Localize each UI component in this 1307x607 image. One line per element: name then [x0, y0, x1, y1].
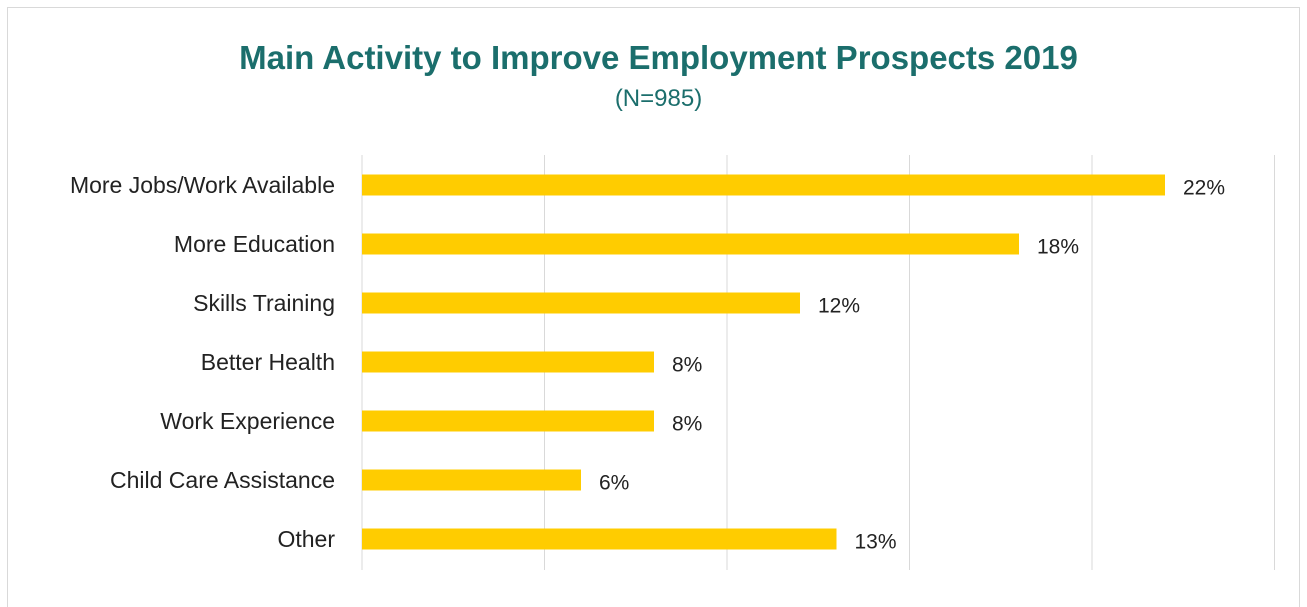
value-labels: 22% 18% 12% 8% 8% 6% 13% [599, 177, 1225, 554]
data-label: 22% [1183, 177, 1225, 200]
category-label: Child Care Assistance [110, 467, 335, 493]
category-label: More Jobs/Work Available [70, 172, 335, 198]
category-label: Skills Training [193, 290, 335, 316]
bar [362, 528, 837, 550]
category-label: Better Health [201, 349, 335, 375]
category-label: More Education [174, 231, 335, 257]
category-labels: More Jobs/Work Available More Education Sk… [70, 172, 335, 552]
chart-subtitle: (N=985) [614, 85, 703, 112]
category-label: Other [277, 526, 335, 552]
category-label: Work Experience [160, 408, 335, 434]
bar [362, 469, 581, 491]
bar [362, 233, 1019, 255]
bar [362, 410, 654, 432]
data-label: 6% [599, 472, 629, 495]
bars [362, 174, 1165, 550]
bar [362, 292, 800, 314]
data-label: 18% [1037, 236, 1079, 259]
chart-frame [7, 7, 1300, 607]
data-label: 8% [672, 413, 702, 436]
bar [362, 351, 654, 373]
chart-title: Main Activity to Improve Employment Pros… [239, 39, 1078, 76]
data-label: 13% [855, 531, 897, 554]
bar [362, 174, 1165, 196]
data-label: 8% [672, 354, 702, 377]
data-label: 12% [818, 295, 860, 318]
